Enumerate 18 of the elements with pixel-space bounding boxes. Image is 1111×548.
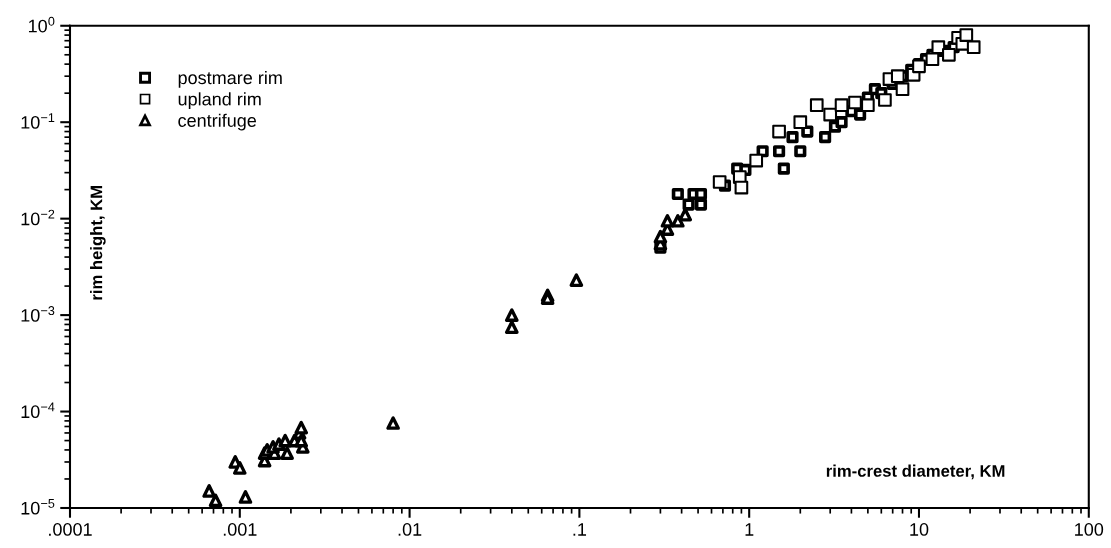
x-axis-title: rim-crest diameter, KM — [826, 464, 1005, 480]
y-tick-label: 10$^{−1}$ — [21, 113, 55, 129]
x-tick-label: 100 — [1075, 523, 1104, 536]
y-tick-label: 10$^{−4}$ — [21, 402, 55, 419]
y-tick-label: 10$^{−5}$ — [21, 499, 55, 515]
x-tick-label: .0001 — [49, 523, 92, 536]
y-tick-label: 10$^{0}$ — [28, 16, 55, 33]
legend-label: upland rim — [178, 92, 261, 110]
x-tick-label: .01 — [398, 523, 422, 536]
y-tick-label: 10$^{−2}$ — [21, 209, 55, 226]
legend-label: centrifuge — [178, 113, 257, 131]
legend-label: postmare rim — [178, 70, 282, 88]
x-tick-label: 1 — [745, 523, 754, 536]
x-tick-label: 10 — [910, 523, 929, 536]
x-tick-label: .001 — [223, 523, 257, 536]
x-tick-label: .1 — [573, 523, 587, 536]
y-tick-label: 10$^{−3}$ — [21, 306, 55, 322]
y-axis-title: rim height, KM — [90, 186, 106, 300]
